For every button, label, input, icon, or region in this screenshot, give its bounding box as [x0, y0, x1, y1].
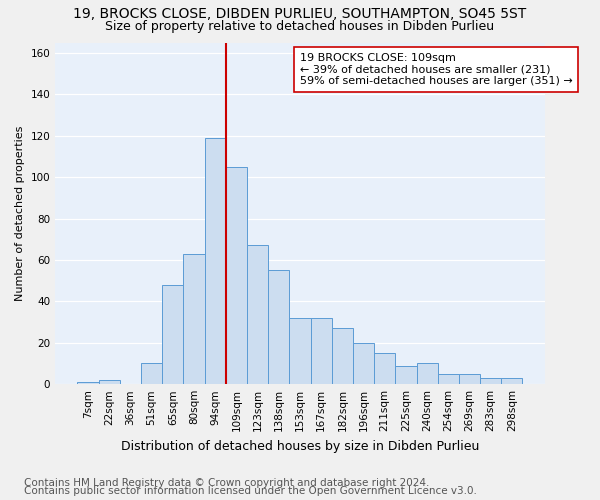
Bar — [416, 364, 438, 384]
Bar — [268, 270, 289, 384]
Text: Contains public sector information licensed under the Open Government Licence v3: Contains public sector information licen… — [24, 486, 477, 496]
Bar — [162, 285, 184, 384]
X-axis label: Distribution of detached houses by size in Dibden Purlieu: Distribution of detached houses by size … — [121, 440, 479, 452]
Bar — [353, 343, 374, 384]
Bar — [332, 328, 353, 384]
Bar — [184, 254, 205, 384]
Text: Size of property relative to detached houses in Dibden Purlieu: Size of property relative to detached ho… — [106, 20, 494, 33]
Y-axis label: Number of detached properties: Number of detached properties — [15, 126, 25, 301]
Bar — [311, 318, 332, 384]
Bar — [395, 366, 416, 384]
Text: Contains HM Land Registry data © Crown copyright and database right 2024.: Contains HM Land Registry data © Crown c… — [24, 478, 430, 488]
Text: 19 BROCKS CLOSE: 109sqm
← 39% of detached houses are smaller (231)
59% of semi-d: 19 BROCKS CLOSE: 109sqm ← 39% of detache… — [300, 53, 573, 86]
Bar — [247, 246, 268, 384]
Bar — [98, 380, 120, 384]
Bar — [480, 378, 502, 384]
Bar — [502, 378, 523, 384]
Bar — [438, 374, 459, 384]
Bar — [289, 318, 311, 384]
Bar — [459, 374, 480, 384]
Bar — [374, 353, 395, 384]
Bar — [77, 382, 98, 384]
Bar — [205, 138, 226, 384]
Bar — [141, 364, 162, 384]
Text: 19, BROCKS CLOSE, DIBDEN PURLIEU, SOUTHAMPTON, SO45 5ST: 19, BROCKS CLOSE, DIBDEN PURLIEU, SOUTHA… — [73, 8, 527, 22]
Bar — [226, 166, 247, 384]
